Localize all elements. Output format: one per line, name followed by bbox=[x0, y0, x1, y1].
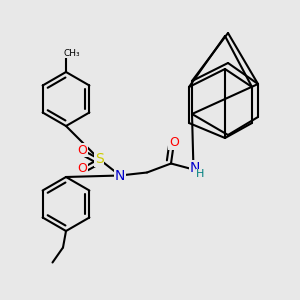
Text: O: O bbox=[78, 161, 87, 175]
Text: H: H bbox=[196, 169, 205, 179]
Text: O: O bbox=[78, 143, 87, 157]
Text: S: S bbox=[94, 152, 103, 166]
Text: CH₃: CH₃ bbox=[63, 49, 80, 58]
Text: O: O bbox=[169, 136, 179, 149]
Text: N: N bbox=[190, 161, 200, 175]
Text: N: N bbox=[115, 169, 125, 182]
